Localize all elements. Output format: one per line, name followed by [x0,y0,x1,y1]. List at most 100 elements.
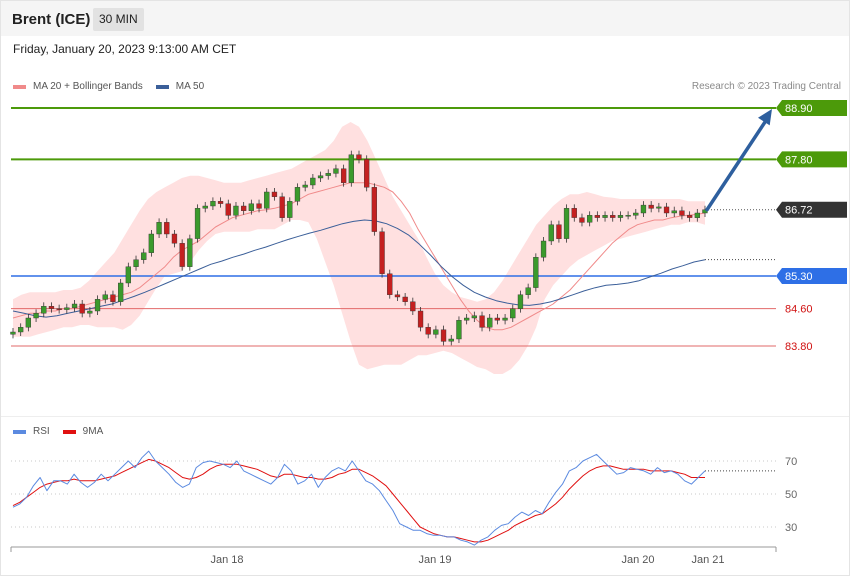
candle-up [540,240,547,258]
candle-up [602,215,608,218]
instrument-title: Brent (ICE) [12,11,91,28]
candle-down [579,217,585,223]
candle-up [41,306,47,314]
price-legend: MA 20 + Bollinger Bands MA 50 [13,81,217,92]
candle-down [610,215,616,218]
candle-up [210,201,216,207]
ma20-swatch [13,84,26,89]
candle-down [364,159,370,188]
candle-down [417,310,424,328]
candle-up [617,215,624,218]
candle-up [525,287,531,295]
candle-down [256,203,262,209]
rsi-ma-label: 9MA [82,426,104,437]
candle-down [494,317,500,321]
candle-up [117,282,124,302]
candle-down [217,201,224,204]
pivot-tag [776,268,847,284]
candle-up [102,294,108,300]
rsi-legend: RSI 9MA [13,426,116,437]
candle-down [79,303,85,314]
candle-down [110,294,116,302]
candle-up [640,204,647,214]
candle-up [548,224,554,242]
candle-up [187,238,193,267]
candle-down [387,273,393,295]
candle-up [333,168,339,174]
rsi-ma-line [12,458,705,543]
candle-up [125,266,132,284]
candle-down [279,196,285,218]
candle-down [594,215,601,218]
candle-up [94,299,101,312]
rsi-swatch [13,429,26,434]
candle-up [87,310,93,314]
support-label: 83.80 [785,341,813,353]
support-label: 84.60 [785,304,813,316]
candle-up [456,320,462,340]
candle-up [287,201,293,218]
ma50-swatch [155,84,169,89]
candle-up [18,327,24,333]
resistance-tag [776,151,847,168]
candle-up [625,215,631,217]
candle-down [48,306,55,309]
candle-down [371,187,377,232]
resistance-tag [776,100,847,116]
candle-down [164,222,170,235]
candle-up [133,259,139,267]
candle-up [317,175,324,179]
header-bar: Brent (ICE) 30 MIN [1,1,849,36]
legend-ma50: MA 50 [155,81,204,92]
candle-down [56,308,62,310]
copyright-label: Research © 2023 Trading Central [691,81,841,92]
candle-up [33,313,39,319]
candle-up [302,184,308,188]
candle-up [141,252,147,260]
x-tick-label: Jan 19 [418,554,451,566]
forecast-arrow [705,117,769,212]
candle-up [471,315,477,319]
rsi-ma-swatch [62,429,76,434]
candle-down [440,329,447,342]
datetime-label: Friday, January 20, 2023 9:13:00 AM CET [13,42,237,56]
ma20-line [12,182,706,331]
candle-down [571,208,577,218]
x-tick-label: Jan 20 [621,554,654,566]
ma20-label: MA 20 + Bollinger Bands [33,81,143,92]
candle-up [348,154,354,183]
candle-down [240,205,247,211]
candle-down [271,191,278,197]
legend-ma20: MA 20 + Bollinger Bands [13,81,143,92]
x-tick-label: Jan 18 [210,554,243,566]
candle-up [194,208,201,239]
candle-up [148,233,154,253]
candle-down [402,296,408,302]
legend-rsi: RSI [13,426,50,437]
candle-up [502,317,508,321]
candle-up [671,210,677,214]
candle-up [656,206,662,209]
rsi-tick-label: 70 [785,456,797,468]
candle-up [563,208,570,239]
forecast-arrowhead [758,109,772,126]
pivot-label: 85.30 [785,271,813,283]
rsi-line [12,450,706,546]
candle-up [248,203,254,211]
timeframe-badge[interactable]: 30 MIN [93,8,144,31]
panel-separator [1,416,849,417]
candle-down [556,224,562,239]
rsi-tick-label: 50 [785,489,797,501]
candle-up [464,317,470,321]
candle-up [25,317,31,328]
candle-up [517,294,524,309]
candle-down [394,294,401,298]
rsi-tick-label: 30 [785,522,797,534]
candle-down [663,206,670,214]
resistance-label: 87.80 [785,154,813,166]
candle-up [71,303,78,308]
candle-up [448,338,454,342]
candle-down [648,204,654,209]
candle-up [694,212,701,218]
